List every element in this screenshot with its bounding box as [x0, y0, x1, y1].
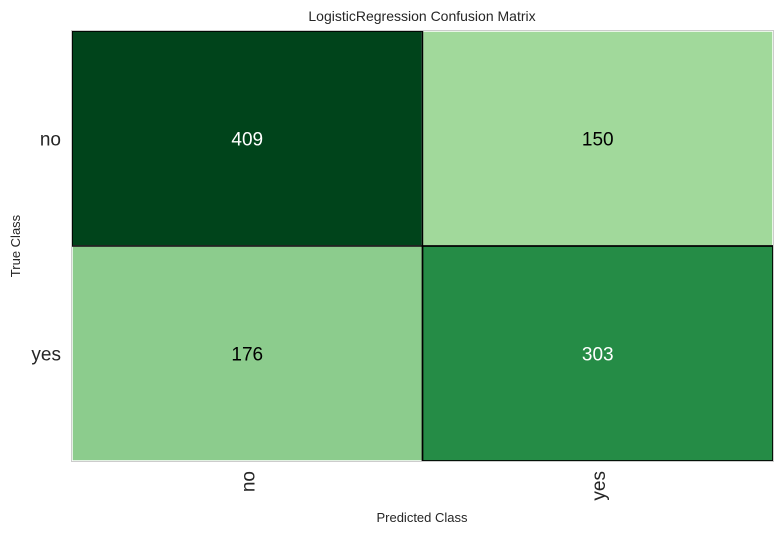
- x-tick-label: no: [238, 471, 259, 492]
- plot-frame: [71, 30, 774, 462]
- y-tick-label: yes: [31, 345, 61, 366]
- chart-title: LogisticRegression Confusion Matrix: [308, 8, 535, 24]
- matrix-cell: [421, 30, 774, 247]
- matrix-cells: 409 150 176 303: [71, 30, 774, 462]
- cell-value-label: 150: [582, 130, 614, 151]
- tick-labels: no yes no yes: [31, 130, 609, 501]
- x-axis-label: Predicted Class: [376, 510, 468, 525]
- y-axis-label: True Class: [8, 214, 23, 277]
- y-tick-label: no: [40, 130, 61, 151]
- cell-value-label: 303: [582, 345, 614, 366]
- matrix-cell: [421, 245, 774, 462]
- x-tick-label: yes: [589, 471, 610, 501]
- matrix-cell: [71, 30, 424, 247]
- cell-value-label: 409: [231, 130, 263, 151]
- cell-value-label: 176: [231, 345, 263, 366]
